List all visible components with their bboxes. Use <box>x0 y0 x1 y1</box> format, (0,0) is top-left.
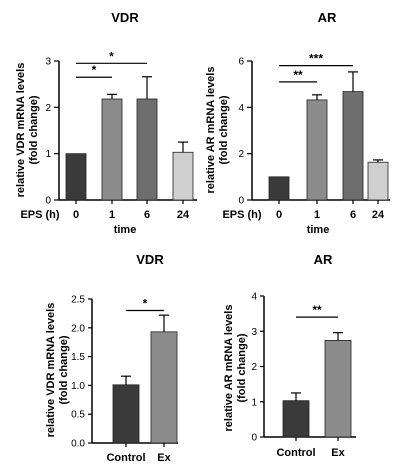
chart-title: VDR <box>111 10 139 25</box>
chart-title: AR <box>318 10 337 25</box>
x-tick-label: Ex <box>157 452 171 464</box>
y-tick-label: 2 <box>251 362 257 373</box>
y-axis-label-line: relative AR mRNA levels <box>205 67 217 194</box>
x-tick-label: 0 <box>73 209 79 221</box>
x-tick-label: 24 <box>372 209 385 221</box>
chart-title: VDR <box>136 252 164 267</box>
significance-label: *** <box>309 52 323 66</box>
y-axis-label-line: relative AR mRNA levels <box>223 305 235 432</box>
y-tick-label: 2.0 <box>71 323 85 334</box>
bar <box>268 176 290 201</box>
significance-label: * <box>109 49 114 63</box>
y-tick-label: 6 <box>238 57 244 68</box>
chart-panel-2: VDR relative VDR mRNA levels(fold change)… <box>45 252 178 464</box>
y-axis-label-line: (fold change) <box>218 95 230 164</box>
bar <box>101 98 123 201</box>
y-tick-label: 3 <box>251 327 257 338</box>
bar <box>136 98 158 201</box>
y-tick-label: 1 <box>251 397 257 408</box>
y-tick-label: 0 <box>45 196 51 207</box>
significance-label: * <box>143 297 148 311</box>
y-tick-label: 2 <box>45 103 51 114</box>
significance-label: ** <box>312 303 322 317</box>
x-tick-label: 0 <box>276 209 282 221</box>
y-axis-label-line: relative VDR mRNA levels <box>15 63 27 198</box>
significance-label: * <box>92 63 97 77</box>
y-tick-label: 0 <box>251 433 257 444</box>
y-axis-label: relative AR mRNA levels(fold change) <box>205 67 230 194</box>
bar <box>306 99 328 201</box>
bar <box>150 331 178 444</box>
bar <box>367 161 389 201</box>
x-tick-label: Ex <box>331 447 345 459</box>
x-tick-label: 6 <box>144 209 150 221</box>
y-axis-label: relative VDR mRNA levels(fold change) <box>15 63 40 198</box>
x-axis-label: time <box>307 224 330 236</box>
bar <box>324 340 352 438</box>
bar <box>65 153 87 201</box>
bar <box>282 400 310 438</box>
bar <box>342 91 364 201</box>
y-tick-label: 0 <box>238 196 244 207</box>
y-axis-label-line: (fold change) <box>28 95 40 164</box>
x-tick-label: Control <box>276 447 315 459</box>
y-tick-label: 2 <box>238 149 244 160</box>
y-tick-label: 0.0 <box>71 439 85 450</box>
y-axis-label-line: relative VDR mRNA levels <box>45 303 57 438</box>
x-axis-prefix-label: EPS (h) <box>222 209 261 221</box>
y-axis-label: relative VDR mRNA levels(fold change) <box>45 303 70 438</box>
y-tick-label: 1.5 <box>71 352 85 363</box>
y-axis-label-line: (fold change) <box>58 335 70 404</box>
chart-panel-1: AR relative AR mRNA levels(fold change) 0 2… <box>205 10 390 236</box>
y-tick-label: 1 <box>45 149 51 160</box>
chart-panel-0: VDR relative VDR mRNA levels(fold change)… <box>15 10 197 236</box>
y-tick-label: 4 <box>238 103 244 114</box>
x-tick-label: 1 <box>109 209 115 221</box>
y-tick-label: 1.0 <box>71 381 85 392</box>
y-tick-label: 3 <box>45 57 51 68</box>
x-axis-prefix-label: EPS (h) <box>20 209 59 221</box>
x-axis-label: time <box>114 224 137 236</box>
chart-title: AR <box>314 252 333 267</box>
x-tick-label: 24 <box>177 209 190 221</box>
y-tick-label: 2.5 <box>71 295 85 306</box>
bar <box>112 384 140 444</box>
y-tick-label: 0.5 <box>71 410 85 421</box>
significance-label: ** <box>293 68 303 82</box>
x-tick-label: 6 <box>350 209 356 221</box>
x-tick-label: Control <box>106 452 145 464</box>
y-tick-label: 4 <box>251 292 257 303</box>
x-tick-label: 1 <box>314 209 320 221</box>
y-axis-label: relative AR mRNA levels(fold change) <box>223 305 248 432</box>
bar <box>172 151 194 201</box>
y-axis-label-line: (fold change) <box>236 333 248 402</box>
